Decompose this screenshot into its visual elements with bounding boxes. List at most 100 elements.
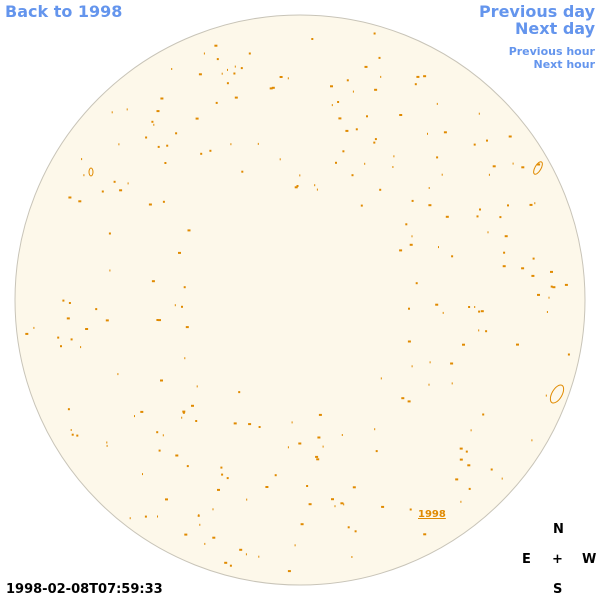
timestamp: 1998-02-08T07:59:33: [6, 582, 163, 597]
feature-dot: [462, 343, 465, 346]
feature-dot: [181, 305, 183, 308]
feature-dot: [234, 65, 236, 68]
feature-dot: [340, 502, 344, 505]
feature-dot: [151, 280, 155, 283]
feature-dot: [465, 450, 468, 453]
feature-dot: [330, 85, 333, 88]
solar-disk: [14, 14, 586, 586]
feature-dot: [414, 83, 417, 86]
feature-dot: [200, 152, 203, 155]
feature-dot: [306, 485, 309, 487]
compass-south: S: [553, 582, 563, 597]
feature-dot: [550, 270, 553, 273]
feature-dot: [380, 75, 382, 78]
feature-dot: [68, 302, 71, 304]
active-region: [533, 161, 543, 175]
feature-dot: [411, 235, 413, 238]
year-link[interactable]: 1998: [418, 509, 446, 520]
feature-dot: [33, 326, 35, 329]
feature-dot: [550, 285, 553, 288]
feature-dot: [187, 229, 191, 232]
feature-dot: [68, 196, 72, 199]
feature-dot: [487, 231, 489, 234]
feature-dot: [70, 338, 73, 341]
feature-dot: [220, 466, 223, 469]
feature-dot: [468, 487, 471, 490]
feature-dot: [364, 65, 368, 68]
feature-dot: [215, 101, 218, 104]
feature-dot: [258, 426, 261, 428]
feature-dot: [537, 293, 540, 296]
feature-dot: [257, 142, 259, 145]
features: [25, 32, 570, 573]
feature-dot: [287, 446, 289, 449]
feature-dot: [451, 382, 453, 385]
compass-north: N: [553, 522, 564, 537]
feature-dot: [442, 311, 444, 314]
feature-dot: [234, 96, 238, 99]
feature-dot: [199, 523, 201, 526]
feature-dot: [241, 170, 244, 173]
feature-dot: [212, 508, 214, 511]
feature-dot: [486, 139, 488, 142]
feature-dot: [552, 286, 556, 289]
feature-dot: [441, 173, 443, 176]
feature-dot: [156, 431, 159, 434]
back-link[interactable]: Back to 1998: [5, 2, 123, 21]
feature-dot: [342, 150, 345, 153]
feature-dot: [66, 317, 70, 320]
feature-dot: [195, 420, 198, 422]
feature-dot: [374, 428, 376, 431]
feature-dot: [226, 82, 229, 85]
feature-dot: [126, 108, 128, 111]
feature-dot: [529, 203, 533, 206]
feature-dot: [174, 304, 176, 307]
feature-dot: [166, 144, 169, 147]
feature-dot: [438, 246, 439, 249]
feature-dot: [70, 429, 72, 431]
feature-dot: [355, 128, 358, 131]
feature-dot: [308, 503, 312, 506]
feature-dot: [436, 102, 438, 105]
feature-dot: [76, 434, 79, 437]
next-day-link[interactable]: Next day: [515, 19, 595, 38]
feature-dot: [106, 441, 108, 444]
feature-dot: [392, 166, 394, 168]
feature-dot: [300, 523, 304, 526]
previous-hour-link[interactable]: Previous hour: [508, 45, 595, 58]
feature-dot: [171, 68, 173, 70]
feature-dot: [209, 149, 212, 152]
feature-dot: [196, 385, 198, 388]
feature-dot: [127, 182, 129, 185]
feature-dot: [409, 243, 413, 246]
feature-dot: [317, 436, 321, 439]
feature-dot: [545, 394, 547, 397]
feature-dot: [335, 161, 337, 164]
feature-dot: [198, 73, 202, 76]
feature-dot: [71, 433, 74, 436]
next-hour-link[interactable]: Next hour: [533, 58, 596, 71]
feature-dot: [508, 135, 512, 138]
feature-dot: [567, 353, 570, 356]
feature-dot: [101, 190, 104, 193]
feature-dot: [429, 361, 431, 364]
feature-dot: [296, 185, 299, 187]
feature-dot: [158, 319, 161, 322]
feature-dot: [157, 515, 158, 518]
feature-dot: [294, 186, 298, 189]
feature-dot: [492, 165, 496, 168]
feature-dot: [191, 404, 194, 407]
feature-dot: [459, 447, 463, 450]
feature-dot: [221, 473, 224, 476]
feature-dot: [379, 188, 382, 191]
feature-dot: [352, 486, 356, 489]
previous-day-link[interactable]: Previous day: [478, 2, 595, 21]
feature-dot: [183, 286, 186, 289]
feature-dot: [480, 310, 484, 313]
feature-dot: [195, 117, 199, 120]
feature-dot: [113, 180, 116, 183]
feature-dot: [287, 570, 291, 573]
feature-dot: [322, 445, 324, 448]
feature-dot: [298, 442, 302, 445]
feature-dot: [175, 132, 178, 135]
